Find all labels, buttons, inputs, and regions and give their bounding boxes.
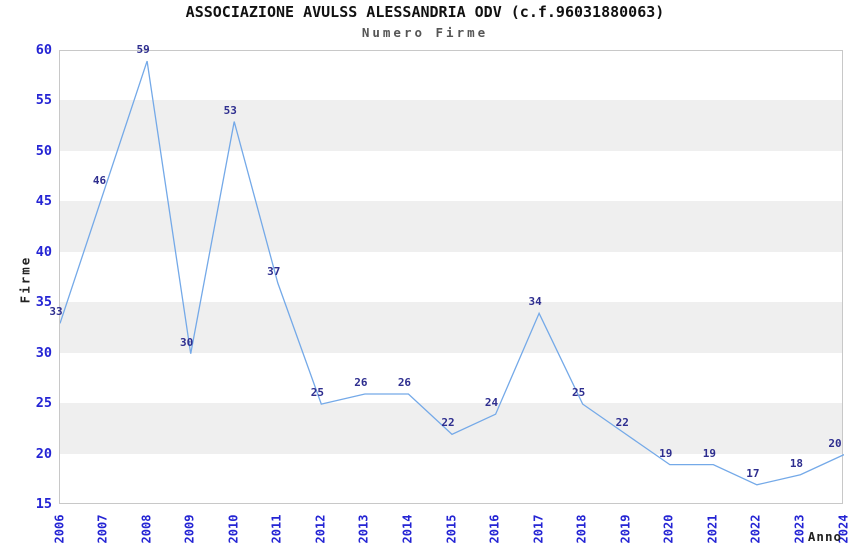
plot-area — [59, 50, 844, 504]
data-label: 22 — [615, 416, 629, 430]
grid-band — [60, 100, 842, 151]
data-label: 17 — [746, 466, 760, 480]
data-label: 33 — [49, 305, 63, 319]
x-tick-label: 2012 — [313, 514, 328, 544]
x-tick-label: 2011 — [269, 514, 284, 544]
data-label: 18 — [789, 456, 804, 470]
x-axis-title: Anno — [807, 529, 842, 544]
data-label: 20 — [828, 436, 842, 450]
x-tick-label: 2022 — [748, 514, 763, 544]
data-label: 24 — [484, 396, 499, 410]
data-label: 46 — [92, 174, 107, 188]
x-tick-label: 2015 — [444, 514, 458, 544]
x-tick-label: 2018 — [574, 514, 589, 544]
x-tick-label: 2017 — [531, 514, 546, 544]
data-label: 25 — [572, 386, 586, 400]
data-label: 30 — [180, 335, 194, 349]
y-tick-label: 60 — [35, 42, 52, 58]
y-tick-label: 45 — [35, 193, 52, 210]
x-tick-label: 2007 — [95, 514, 110, 544]
chart-title: ASSOCIAZIONE AVULSS ALESSANDRIA ODV (c.f… — [185, 3, 665, 21]
data-label: 34 — [528, 295, 542, 309]
y-tick-label: 25 — [35, 395, 52, 412]
y-tick-label: 40 — [35, 243, 52, 260]
x-tick-label: 2009 — [182, 514, 197, 544]
x-tick-label: 2016 — [487, 514, 502, 544]
data-label: 26 — [397, 376, 412, 390]
data-label: 37 — [267, 265, 281, 279]
x-tick-label: 2019 — [618, 514, 633, 544]
data-label: 59 — [136, 43, 150, 57]
y-axis-title: Firme — [8, 237, 42, 321]
x-tick-label: 2013 — [356, 514, 371, 544]
x-tick-label: 2014 — [400, 514, 415, 544]
x-tick-label: 2008 — [139, 514, 154, 544]
y-tick-label: 50 — [35, 142, 52, 159]
data-label: 19 — [702, 446, 716, 460]
grid-band — [60, 302, 842, 353]
data-label: 25 — [310, 386, 324, 400]
x-tick-label: 2010 — [226, 514, 241, 544]
y-tick-label: 20 — [35, 445, 52, 462]
y-tick-label: 35 — [35, 294, 52, 311]
chart-subtitle: Numero Firme — [361, 25, 489, 40]
x-tick-label: 2021 — [705, 514, 720, 544]
grid-band — [60, 201, 842, 252]
y-tick-label: 30 — [35, 344, 52, 361]
data-label: 22 — [441, 416, 455, 430]
x-tick-label: 2020 — [661, 514, 676, 544]
series-line — [60, 60, 844, 486]
y-tick-label: 55 — [35, 92, 52, 109]
grid-band — [60, 403, 842, 454]
data-label: 26 — [354, 376, 368, 390]
y-tick-label: 15 — [35, 496, 52, 512]
x-tick-label: 2006 — [52, 514, 66, 544]
data-label: 19 — [659, 446, 673, 460]
data-label: 53 — [223, 103, 237, 117]
y-axis-title-text: Firme — [17, 255, 33, 303]
